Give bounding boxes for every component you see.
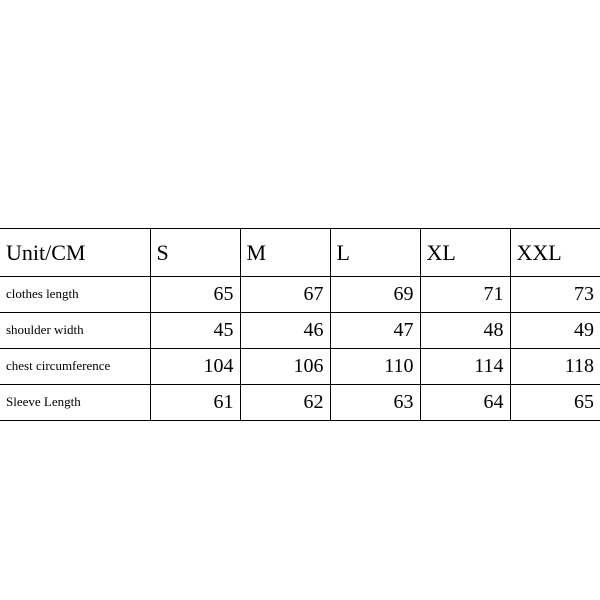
size-header-m: M: [240, 229, 330, 277]
row-label-clothes-length: clothes length: [0, 277, 150, 313]
row-label-shoulder-width: shoulder width: [0, 313, 150, 349]
cell: 69: [330, 277, 420, 313]
cell: 73: [510, 277, 600, 313]
cell: 67: [240, 277, 330, 313]
cell: 114: [420, 349, 510, 385]
cell: 46: [240, 313, 330, 349]
table-row: clothes length 65 67 69 71 73: [0, 277, 600, 313]
cell: 62: [240, 385, 330, 421]
size-header-s: S: [150, 229, 240, 277]
cell: 45: [150, 313, 240, 349]
row-label-sleeve-length: Sleeve Length: [0, 385, 150, 421]
size-header-l: L: [330, 229, 420, 277]
size-header-xl: XL: [420, 229, 510, 277]
unit-header: Unit/CM: [0, 229, 150, 277]
cell: 63: [330, 385, 420, 421]
table-row: shoulder width 45 46 47 48 49: [0, 313, 600, 349]
cell: 110: [330, 349, 420, 385]
cell: 48: [420, 313, 510, 349]
cell: 65: [510, 385, 600, 421]
table-row: Sleeve Length 61 62 63 64 65: [0, 385, 600, 421]
cell: 104: [150, 349, 240, 385]
size-header-xxl: XXL: [510, 229, 600, 277]
cell: 64: [420, 385, 510, 421]
cell: 71: [420, 277, 510, 313]
cell: 49: [510, 313, 600, 349]
cell: 118: [510, 349, 600, 385]
table-row: chest circumference 104 106 110 114 118: [0, 349, 600, 385]
cell: 106: [240, 349, 330, 385]
cell: 47: [330, 313, 420, 349]
size-chart-table: Unit/CM S M L XL XXL clothes length 65 6…: [0, 228, 600, 421]
table-header-row: Unit/CM S M L XL XXL: [0, 229, 600, 277]
cell: 65: [150, 277, 240, 313]
cell: 61: [150, 385, 240, 421]
row-label-chest-circumference: chest circumference: [0, 349, 150, 385]
